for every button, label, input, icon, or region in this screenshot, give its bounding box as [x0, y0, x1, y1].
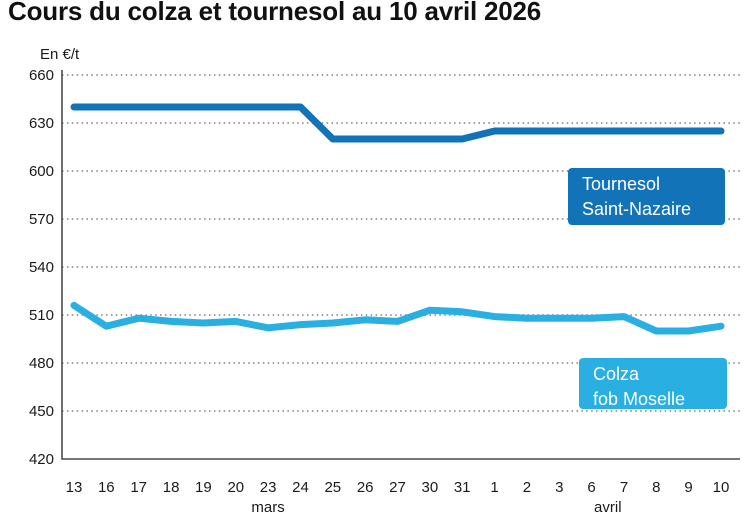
legend-colza-line2: fob Moselle [593, 389, 686, 409]
x-tick-label: 24 [292, 479, 309, 496]
legend-colza-line1: Colza [593, 364, 640, 384]
y-tick-label: 420 [29, 451, 54, 468]
legend-tournesol-line2: Saint-Nazaire [582, 199, 692, 219]
x-tick-label: 16 [98, 479, 115, 496]
x-tick-label: 26 [357, 479, 374, 496]
y-tick-label: 660 [29, 67, 54, 84]
month-label: avril [594, 499, 622, 513]
x-tick-label: 31 [454, 479, 471, 496]
x-tick-label: 13 [66, 479, 83, 496]
axes [61, 70, 740, 460]
y-tick-label: 630 [29, 115, 54, 132]
y-tick-label: 480 [29, 355, 54, 372]
x-tick-label: 20 [227, 479, 244, 496]
y-tick-label: 510 [29, 307, 54, 324]
legend-tournesol: Tournesol Saint-Nazaire [568, 168, 725, 225]
legend-colza: Colza fob Moselle [579, 358, 727, 409]
y-tick-label: 600 [29, 163, 54, 180]
y-tick-label: 540 [29, 259, 54, 276]
series-line-0 [70, 103, 725, 143]
x-tick-label: 17 [130, 479, 147, 496]
x-tick-label: 8 [652, 479, 660, 496]
x-tick-label: 30 [422, 479, 439, 496]
x-tick-label: 6 [587, 479, 595, 496]
chart-title: Cours du colza et tournesol au 10 avril … [8, 0, 542, 26]
y-tick-label: 570 [29, 211, 54, 228]
x-tick-label: 19 [195, 479, 212, 496]
x-tick-label: 27 [389, 479, 406, 496]
y-axis-unit-label: En €/t [40, 46, 80, 63]
month-label: mars [251, 499, 284, 513]
x-tick-label: 18 [163, 479, 180, 496]
series-line-1 [70, 301, 725, 335]
x-tick-label: 25 [324, 479, 341, 496]
x-tick-label: 7 [620, 479, 628, 496]
x-tick-label: 3 [555, 479, 563, 496]
y-tick-label: 450 [29, 403, 54, 420]
x-tick-label: 1 [490, 479, 498, 496]
x-tick-label: 9 [684, 479, 692, 496]
x-tick-label: 2 [523, 479, 531, 496]
legend-tournesol-line1: Tournesol [582, 174, 661, 194]
x-tick-label: 10 [713, 479, 730, 496]
x-tick-label: 23 [260, 479, 277, 496]
